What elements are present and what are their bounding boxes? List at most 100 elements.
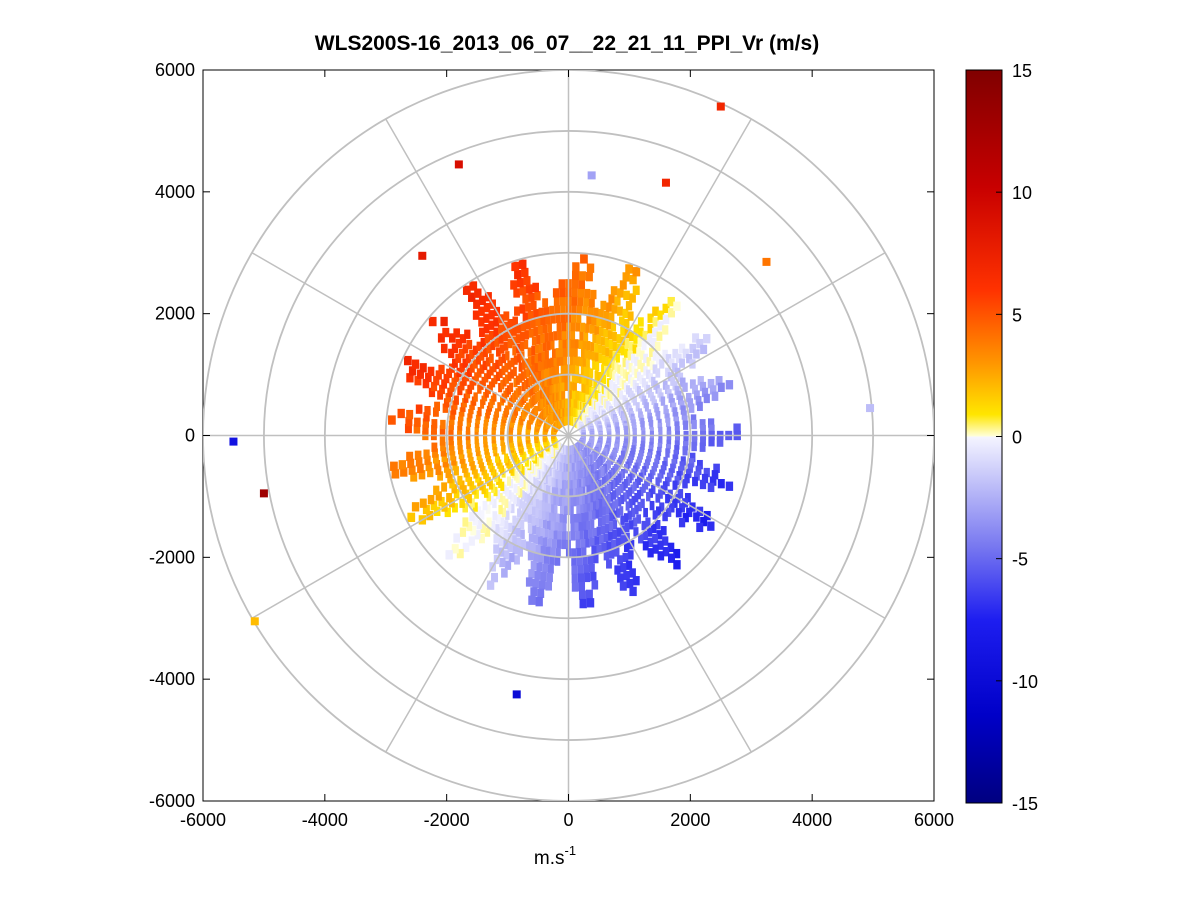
scan-gate-1670 [397, 408, 405, 419]
y-tick-label-2: 2000 [155, 304, 195, 324]
scan-gate-1817 [481, 376, 486, 387]
scan-gate-827 [662, 536, 669, 546]
scan-gate-942 [601, 515, 606, 526]
scan-gate-1157 [532, 578, 539, 589]
scan-gate-136 [617, 288, 624, 298]
scan-gate-736 [636, 475, 641, 486]
scan-gate-1777 [411, 359, 420, 369]
scan-gate-1743 [406, 373, 414, 383]
scan-gate-862 [657, 551, 665, 561]
scan-gate-2144 [559, 347, 564, 358]
scan-gate-1220 [542, 483, 547, 493]
scan-gate-955 [583, 477, 588, 487]
scan-gate-230 [612, 371, 617, 381]
scan-gate-493 [673, 411, 679, 422]
scan-gate-1317 [490, 520, 496, 531]
scan-gate-1977 [488, 310, 495, 320]
scan-gate-910 [608, 512, 613, 522]
scan-gate-907 [597, 489, 602, 500]
scan-gate-166 [622, 308, 629, 319]
scan-gate-1087 [564, 480, 569, 490]
scan-gate-109 [583, 375, 588, 385]
scan-gate-1038 [585, 589, 593, 600]
colorbar-ticks: 15 10 5 0 -5 -10 -15 [996, 61, 1038, 814]
scan-gate-1097 [562, 471, 567, 481]
scan-gate-126 [589, 368, 594, 378]
scan-gate-1727 [437, 390, 444, 400]
scan-gate-1112 [558, 488, 563, 498]
scan-gate-1065 [570, 522, 575, 533]
scan-gate-1060 [568, 480, 573, 490]
scan-gate-1062 [569, 497, 574, 507]
scan-gate-1950 [523, 369, 528, 379]
scan-gate-1278 [502, 529, 508, 540]
scan-gate-1377 [462, 517, 469, 527]
scan-gate-116 [603, 310, 610, 320]
scan-gate-1883 [466, 339, 473, 350]
scan-gate-284 [631, 365, 636, 376]
scan-gate-1138 [540, 571, 547, 582]
scan-gate-1340 [519, 477, 524, 488]
scan-gate-347 [703, 334, 711, 344]
scan-gate-1067 [571, 548, 577, 558]
scan-gate-1980 [474, 288, 482, 298]
scan-gate-1970 [521, 360, 526, 370]
scan-gate-175 [593, 379, 598, 389]
scan-gate-1196 [537, 509, 542, 519]
scan-gate-479 [672, 407, 678, 417]
scan-gate-46 [577, 296, 584, 307]
scan-gate-1953 [503, 341, 509, 351]
scan-gate-1541 [391, 469, 400, 479]
scan-gate-1045 [573, 513, 578, 524]
scan-gate-219 [628, 341, 634, 351]
scan-gate-2072 [522, 294, 529, 304]
scan-gate-927 [612, 529, 617, 539]
scan-gate-178 [605, 356, 610, 367]
scan-gate-1651 [422, 418, 430, 428]
scan-gate-1861 [496, 371, 501, 382]
scan-gate-760 [675, 508, 682, 518]
scan-gate-525 [632, 427, 637, 438]
scan-gate-846 [667, 553, 675, 563]
scan-gate-1360 [472, 516, 479, 526]
scan-gate-463 [679, 400, 685, 410]
scan-gate-1589 [457, 440, 463, 450]
scan-gate-909 [605, 504, 610, 515]
scan-gate-1111 [560, 479, 565, 490]
scan-gate-1004 [591, 545, 597, 555]
scan-gate-257 [662, 314, 670, 324]
scan-gate-1104 [557, 530, 562, 541]
radial-spoke-120 [568, 434, 886, 619]
scan-gate-999 [582, 503, 587, 514]
scan-gate-937 [585, 476, 590, 486]
scan-gate-431 [699, 381, 707, 392]
scan-gate-1069 [571, 565, 578, 575]
scan-gate-1312 [518, 488, 523, 498]
scan-gate-1940 [483, 324, 490, 334]
scan-gate-1517 [443, 463, 450, 473]
scan-gate-2047 [540, 360, 545, 370]
scan-gate-838 [625, 501, 630, 511]
scan-gate-1631 [448, 425, 454, 436]
scan-gate-2124 [545, 315, 551, 325]
scan-gate-983 [579, 478, 584, 488]
scan-gate-2134 [553, 331, 558, 341]
scan-gate-1223 [531, 506, 536, 516]
scan-gate-56 [574, 373, 579, 383]
scan-gate-1846 [493, 374, 498, 385]
scan-gate-1144 [557, 470, 562, 481]
scan-gate-985 [583, 494, 588, 505]
scan-gate-1909 [504, 363, 509, 373]
scan-gate-1575 [423, 449, 430, 459]
scan-gate-1573 [440, 447, 447, 457]
scan-gate-89 [586, 341, 591, 351]
scan-gate-1277 [507, 522, 513, 533]
scan-gate-2092 [528, 292, 535, 302]
scan-gate-858 [632, 517, 638, 527]
scan-gate-1304 [494, 524, 500, 534]
scan-gate-2089 [535, 317, 541, 327]
y-axis: 6000 4000 2000 0 -2000 -4000 -6000 [149, 60, 934, 811]
scan-gate-1088 [563, 488, 568, 498]
y-tick-label-4: -2000 [149, 547, 195, 567]
scan-gate-530 [675, 426, 680, 436]
